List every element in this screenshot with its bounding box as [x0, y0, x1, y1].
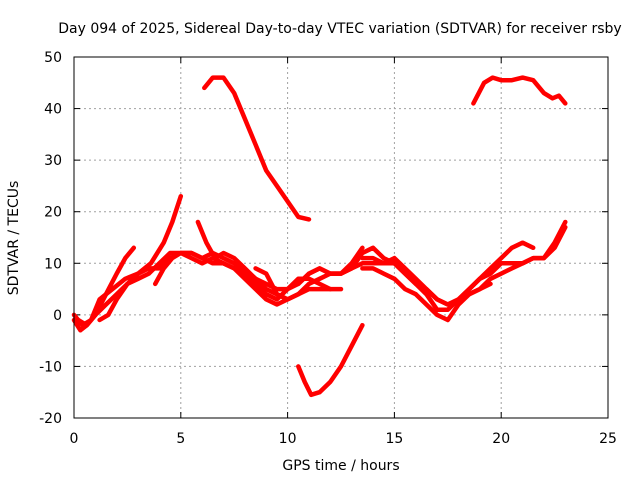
x-tick-label: 15	[385, 431, 403, 447]
y-tick-label: 30	[44, 153, 62, 169]
y-tick-label: 50	[44, 50, 62, 66]
series-line-s12	[296, 322, 365, 398]
y-tick-label: 10	[44, 256, 62, 272]
series-line-s9	[360, 224, 568, 323]
x-tick-label: 5	[176, 431, 185, 447]
y-tick-label: 20	[44, 205, 62, 221]
series-line-s5	[152, 250, 290, 307]
y-tick-label: 40	[44, 102, 62, 118]
series-line-s11	[202, 75, 312, 222]
x-tick-label: 10	[279, 431, 297, 447]
y-axis-label: SDTVAR / TECUs	[6, 181, 22, 296]
series-group	[71, 75, 568, 398]
x-axis-label: GPS time / hours	[282, 458, 399, 474]
series-line-s10	[360, 219, 568, 307]
x-tick-label: 20	[492, 431, 510, 447]
series-line-s1	[71, 245, 137, 333]
chart-title: Day 094 of 2025, Sidereal Day-to-day VTE…	[58, 21, 621, 37]
x-tick-label: 25	[599, 431, 617, 447]
axis-ticks: 0 5 10 15 20 25 -20 -10 0 10 20 30 40 50	[39, 50, 617, 447]
y-tick-label: -10	[39, 359, 62, 375]
x-tick-label: 0	[70, 431, 79, 447]
y-tick-label: -20	[39, 411, 62, 427]
y-tick-label: 0	[53, 308, 62, 324]
plot-frame	[73, 56, 609, 419]
series-line-s7	[253, 255, 493, 307]
series-line-s13	[471, 75, 568, 106]
series-line-s6	[195, 219, 365, 292]
